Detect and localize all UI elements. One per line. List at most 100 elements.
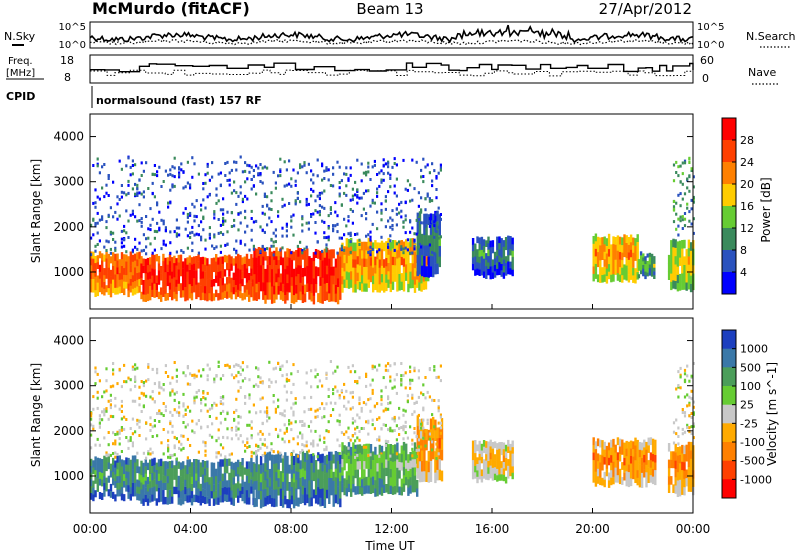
heatmap-cell	[261, 228, 264, 232]
heatmap-cell	[329, 206, 332, 210]
heatmap-cell	[116, 469, 119, 477]
heatmap-cell	[310, 442, 313, 446]
heatmap-cell	[687, 474, 691, 484]
heatmap-cell	[166, 468, 169, 477]
heatmap-cell	[301, 450, 305, 460]
heatmap-cell	[432, 266, 435, 278]
heatmap-cell	[118, 475, 121, 483]
heatmap-cell	[224, 455, 227, 459]
heatmap-cell	[341, 450, 344, 460]
heatmap-cell	[423, 234, 426, 246]
heatmap-cell	[288, 490, 291, 500]
heatmap-cell	[632, 456, 635, 465]
heatmap-cell	[387, 242, 390, 246]
heatmap-cell	[493, 271, 497, 278]
heatmap-cell	[186, 246, 189, 250]
heatmap-cell	[389, 401, 392, 405]
heatmap-cell	[411, 447, 414, 451]
heatmap-cell	[336, 222, 339, 226]
freq-unit-label: [MHz]	[6, 68, 35, 79]
heatmap-cell	[295, 275, 298, 285]
heatmap-cell	[195, 459, 198, 467]
heatmap-cell	[191, 202, 194, 206]
heatmap-cell	[653, 256, 656, 261]
heatmap-cell	[672, 200, 676, 203]
heatmap-cell	[303, 444, 306, 448]
heatmap-cell	[237, 481, 240, 489]
heatmap-cell	[500, 263, 503, 271]
heatmap-cell	[274, 228, 277, 232]
heatmap-cell	[90, 414, 93, 418]
heatmap-cell	[389, 258, 392, 268]
heatmap-cell	[404, 425, 407, 429]
heatmap-cell	[219, 208, 222, 212]
heatmap-cell	[239, 483, 242, 491]
heatmap-cell	[416, 223, 419, 234]
heatmap-cell	[175, 218, 178, 222]
heatmap-cell	[612, 243, 615, 252]
heatmap-cell	[180, 434, 183, 438]
heatmap-cell	[618, 453, 622, 462]
heatmap-cell	[394, 256, 397, 266]
heatmap-cell	[376, 191, 379, 195]
heatmap-cell	[168, 282, 172, 290]
heatmap-cell	[252, 451, 255, 455]
heatmap-cell	[603, 441, 606, 450]
heatmap-cell	[349, 407, 352, 411]
heatmap-cell	[314, 251, 317, 255]
heatmap-cell	[204, 173, 207, 177]
heatmap-cell	[395, 373, 398, 377]
heatmap-cell	[487, 454, 490, 461]
heatmap-cell	[690, 412, 693, 415]
heatmap-cell	[193, 376, 196, 380]
heatmap-cell	[334, 494, 338, 504]
heatmap-cell	[670, 281, 673, 291]
heatmap-cell	[270, 277, 274, 287]
heatmap-cell	[435, 442, 438, 446]
heatmap-cell	[365, 266, 368, 276]
heatmap-cell	[270, 191, 273, 195]
heatmap-cell	[175, 390, 178, 394]
heatmap-cell	[257, 172, 260, 176]
heatmap-cell	[279, 247, 283, 257]
heatmap-cell	[290, 452, 294, 461]
heatmap-cell	[438, 458, 441, 470]
heatmap-cell	[642, 257, 645, 262]
heatmap-cell	[264, 268, 267, 278]
heatmap-cell	[109, 453, 112, 457]
heatmap-cell	[199, 292, 202, 301]
heatmap-cell	[252, 174, 255, 178]
heatmap-cell	[286, 455, 289, 465]
heatmap-cell	[367, 189, 370, 193]
heatmap-cell	[371, 201, 374, 205]
heatmap-cell	[241, 493, 244, 502]
heatmap-cell	[94, 283, 97, 291]
heatmap-cell	[413, 427, 416, 430]
heatmap-cell	[279, 497, 283, 506]
heatmap-cell	[131, 187, 134, 191]
heatmap-cell	[478, 447, 481, 454]
heatmap-cell	[131, 444, 134, 448]
heatmap-cell	[361, 258, 364, 267]
heatmap-cell	[316, 443, 319, 447]
heatmap-cell	[487, 255, 490, 263]
heatmap-cell	[175, 479, 178, 487]
heatmap-cell	[296, 435, 299, 439]
heatmap-cell	[180, 442, 183, 446]
heatmap-cell	[332, 166, 335, 170]
heatmap-cell	[507, 248, 510, 256]
heatmap-cell	[350, 246, 353, 255]
heatmap-cell	[599, 439, 602, 448]
heatmap-cell	[268, 378, 271, 382]
heatmap-cell	[431, 413, 434, 417]
heatmap-cell	[623, 442, 626, 451]
heatmap-cell	[219, 377, 222, 381]
heatmap-cell	[416, 488, 419, 497]
heatmap-cell	[191, 241, 194, 245]
heatmap-cell	[270, 220, 273, 224]
heatmap-cell	[277, 451, 280, 461]
heatmap-cell	[292, 410, 295, 414]
heatmap-cell	[404, 231, 407, 235]
heatmap-cell	[228, 178, 231, 182]
heatmap-cell	[409, 251, 412, 255]
